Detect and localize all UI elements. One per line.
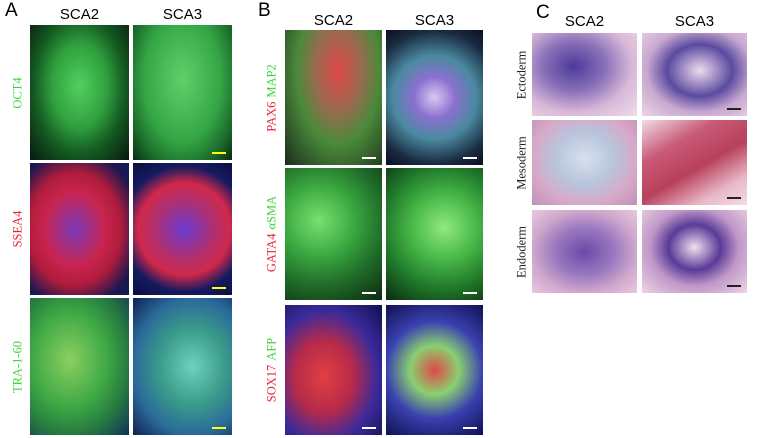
row-label: Mesoderm	[515, 136, 530, 189]
marker-label: TRA-1-60	[10, 340, 25, 393]
column-header: SCA3	[414, 12, 455, 29]
marker-label: Endoderm	[514, 225, 529, 278]
marker-label: MAP2	[264, 63, 279, 98]
micrograph	[285, 30, 382, 165]
micrograph	[642, 210, 747, 293]
scale-bar	[362, 427, 376, 429]
panel-label: B	[258, 0, 271, 21]
row-label: PAX6 MAP2	[265, 64, 280, 131]
micrograph	[532, 33, 637, 116]
scale-bar	[463, 157, 477, 159]
micrograph	[133, 298, 232, 435]
micrograph	[386, 168, 483, 300]
row-label: SOX17 AFP	[265, 338, 280, 402]
marker-label: SSEA4	[10, 210, 25, 248]
marker-label: AFP	[264, 337, 279, 361]
marker-label: SOX17	[264, 364, 279, 403]
micrograph	[386, 305, 483, 435]
row-label: OCT4	[11, 77, 26, 108]
micrograph	[30, 298, 129, 435]
row-label: Endoderm	[515, 225, 530, 277]
marker-label: GATA4	[264, 233, 279, 273]
scale-bar	[212, 427, 226, 429]
micrograph	[30, 163, 129, 295]
scale-bar	[727, 197, 741, 199]
marker-label: αSMA	[264, 195, 279, 230]
scale-bar	[212, 287, 226, 289]
column-header: SCA3	[674, 13, 715, 30]
micrograph	[642, 33, 747, 116]
micrograph	[532, 210, 637, 293]
scale-bar	[463, 427, 477, 429]
micrograph	[532, 120, 637, 205]
column-header: SCA3	[162, 6, 203, 23]
micrograph	[30, 25, 129, 160]
scale-bar	[727, 108, 741, 110]
marker-label: OCT4	[10, 76, 25, 109]
column-header: SCA2	[59, 6, 100, 23]
micrograph	[133, 163, 232, 295]
scale-bar	[727, 285, 741, 287]
marker-label: PAX6	[264, 101, 279, 132]
scale-bar	[362, 292, 376, 294]
scale-bar	[362, 157, 376, 159]
column-header: SCA2	[564, 13, 605, 30]
micrograph	[642, 120, 747, 205]
column-header: SCA2	[313, 12, 354, 29]
panel-label: C	[536, 2, 550, 23]
scale-bar	[463, 292, 477, 294]
micrograph	[285, 305, 382, 435]
row-label: Ectoderm	[515, 50, 530, 99]
micrograph	[285, 168, 382, 300]
row-label: GATA4 αSMA	[265, 196, 280, 272]
micrograph	[133, 25, 232, 160]
panel-label: A	[5, 0, 18, 21]
row-label: TRA-1-60	[11, 340, 26, 392]
scale-bar	[212, 152, 226, 154]
marker-label: Mesoderm	[514, 135, 529, 190]
marker-label: Ectoderm	[514, 50, 529, 99]
row-label: SSEA4	[11, 211, 26, 248]
micrograph	[386, 30, 483, 165]
